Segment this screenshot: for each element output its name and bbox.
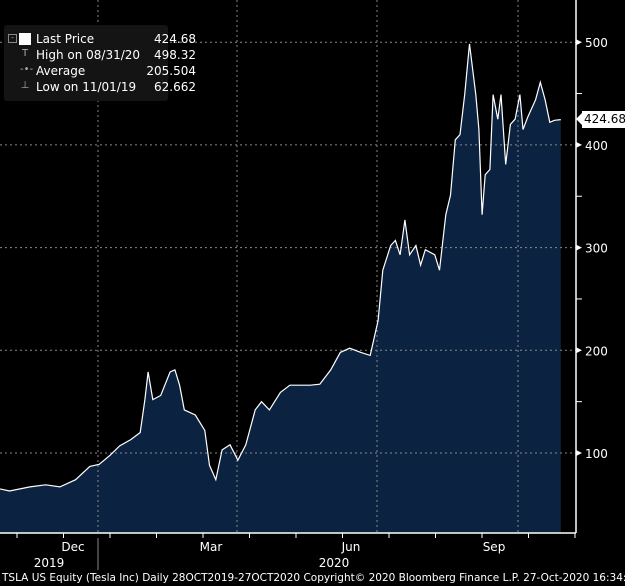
price-line	[0, 43, 561, 492]
high-marker-icon: T	[21, 48, 29, 59]
y-tick-label: 300	[585, 242, 608, 256]
footer: TSLA US Equity (Tesla Inc) Daily 28OCT20…	[2, 572, 625, 584]
y-tick-label: 100	[585, 447, 608, 461]
y-tick-marker	[576, 450, 582, 456]
y-tick-marker	[576, 347, 582, 354]
y-tick-label: 200	[585, 344, 608, 358]
year-label: 2019	[34, 556, 65, 570]
y-tick-marker	[576, 39, 582, 46]
y-tick-marker	[576, 141, 582, 148]
year-label: 2020	[319, 556, 350, 570]
low-marker-icon: ⊥	[20, 80, 30, 91]
legend: - Last Price 424.68 T High on 08/31/20 4…	[4, 25, 196, 101]
average-marker-icon: -•-	[20, 64, 34, 75]
x-tick-label: Sep	[483, 540, 506, 554]
x-tick-label: Dec	[61, 540, 84, 554]
collapse-icon[interactable]: -	[8, 34, 17, 43]
y-tick-marker	[576, 244, 582, 251]
price-area	[0, 43, 561, 534]
x-tick-label: Jun	[341, 540, 361, 554]
white-square-icon	[19, 33, 31, 45]
x-tick-label: Mar	[200, 540, 223, 554]
y-tick-label: 400	[585, 139, 608, 153]
last-price-tag: 424.68	[576, 111, 625, 128]
y-tick-label: 500	[585, 36, 608, 50]
